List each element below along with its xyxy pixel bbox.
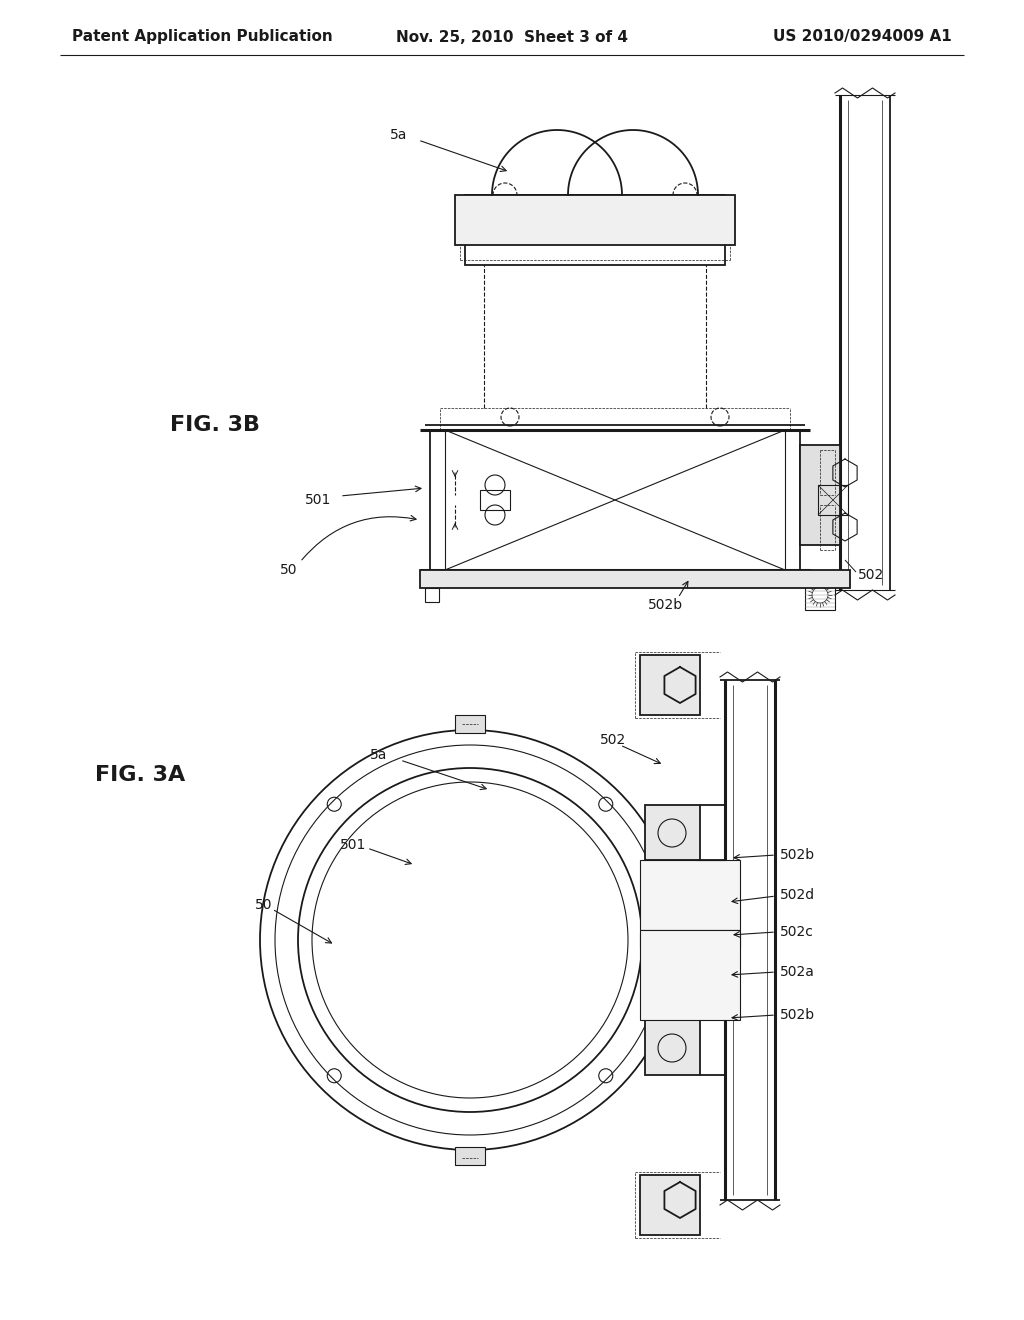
Bar — [455, 195, 735, 246]
Bar — [645, 805, 700, 861]
Text: 502c: 502c — [780, 925, 814, 939]
Bar — [640, 655, 700, 715]
Text: FIG. 3A: FIG. 3A — [95, 766, 185, 785]
Bar — [480, 490, 510, 510]
Text: FIG. 3B: FIG. 3B — [170, 414, 260, 436]
Bar — [420, 570, 850, 587]
Bar — [645, 880, 695, 931]
Text: 501: 501 — [305, 492, 332, 507]
Bar — [800, 445, 840, 545]
Text: 502b: 502b — [648, 598, 683, 612]
Text: 502: 502 — [858, 568, 885, 582]
Text: 502: 502 — [600, 733, 627, 747]
Bar — [640, 931, 740, 1020]
Bar — [645, 1020, 700, 1074]
Bar — [640, 1175, 700, 1236]
Bar — [425, 587, 439, 602]
Bar — [455, 1147, 485, 1166]
Bar — [805, 579, 835, 610]
Text: US 2010/0294009 A1: US 2010/0294009 A1 — [773, 29, 952, 45]
Bar — [465, 195, 725, 265]
Text: 50: 50 — [280, 564, 298, 577]
Bar — [818, 484, 848, 515]
Text: 502b: 502b — [780, 847, 815, 862]
Text: 502d: 502d — [780, 888, 815, 902]
Text: 502a: 502a — [780, 965, 815, 979]
Text: 5a: 5a — [390, 128, 408, 143]
Bar — [640, 933, 740, 948]
Bar — [640, 861, 740, 931]
Bar — [430, 430, 800, 570]
Bar — [455, 715, 485, 733]
Text: 5a: 5a — [370, 748, 387, 762]
Text: Nov. 25, 2010  Sheet 3 of 4: Nov. 25, 2010 Sheet 3 of 4 — [396, 29, 628, 45]
Text: 502b: 502b — [780, 1008, 815, 1022]
Text: 501: 501 — [340, 838, 367, 851]
Text: Patent Application Publication: Patent Application Publication — [72, 29, 333, 45]
Text: 50: 50 — [255, 898, 272, 912]
